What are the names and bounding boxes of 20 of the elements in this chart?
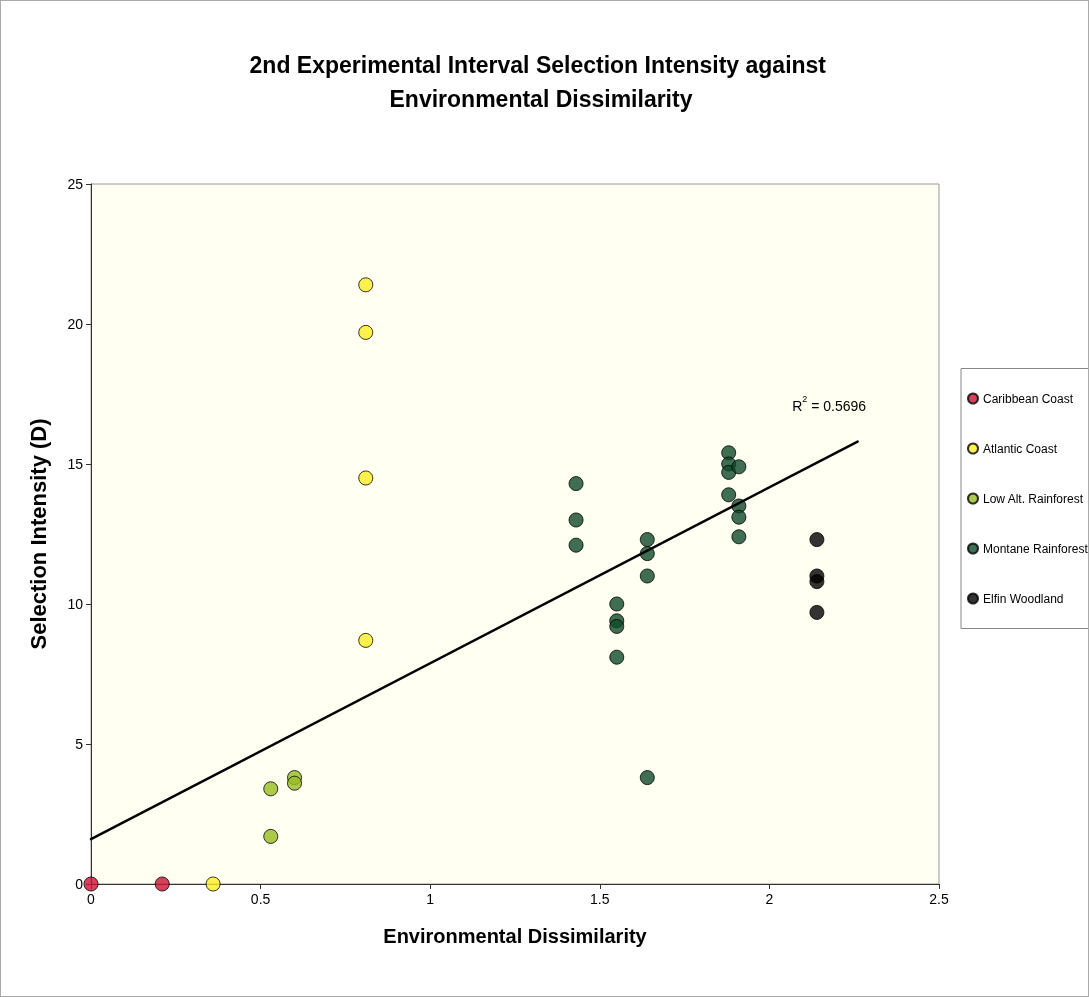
legend-label: Low Alt. Rainforest xyxy=(983,491,1084,506)
x-axis-title: Environmental Dissimilarity xyxy=(383,925,648,947)
chart-title: 2nd Experimental Interval Selection Intensity against Environmental Dissimilarity xyxy=(249,52,833,112)
y-tick-label: 0 xyxy=(75,876,84,892)
y-axis-title: Selection Intensity (D) xyxy=(25,418,51,650)
legend-label: Caribbean Coast xyxy=(983,391,1074,406)
x-tick-label: 0 xyxy=(87,891,96,907)
y-tick-label: 5 xyxy=(75,736,84,752)
x-tick-label: 2 xyxy=(765,891,774,907)
x-tick-label: 2.5 xyxy=(929,891,949,907)
x-tick-label: 1.5 xyxy=(590,891,610,907)
legend-label: Atlantic Coast xyxy=(983,441,1058,456)
x-tick-label: 1 xyxy=(426,891,435,907)
legend-label: Montane Rainforest xyxy=(983,541,1089,556)
legend-label: Elfin Woodland xyxy=(983,591,1064,606)
y-tick-label: 10 xyxy=(67,596,84,612)
y-tick-label: 15 xyxy=(67,456,84,472)
y-tick-label: 25 xyxy=(67,176,84,192)
y-tick-label: 20 xyxy=(67,316,84,332)
x-tick-label: 0.5 xyxy=(250,891,271,907)
